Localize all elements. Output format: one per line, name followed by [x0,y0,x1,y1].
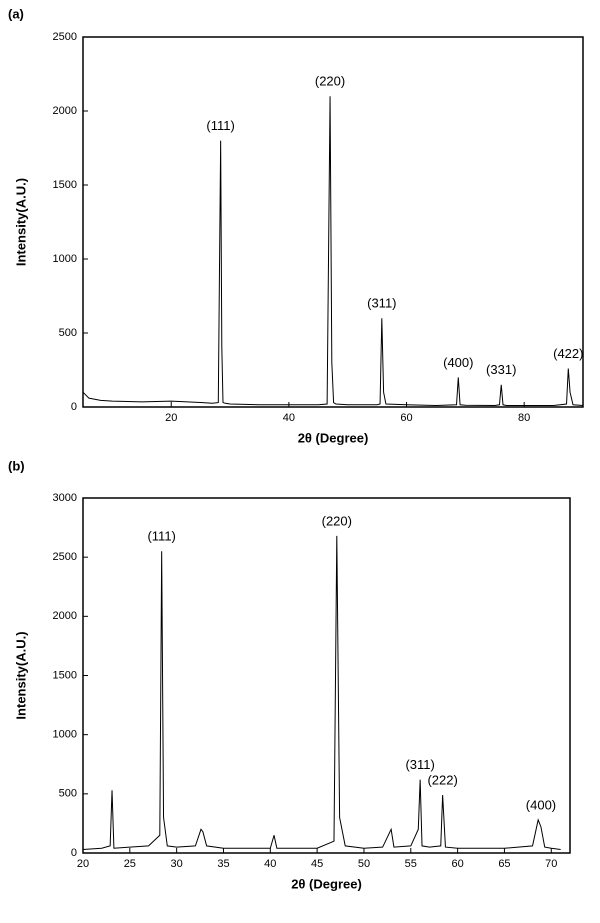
peak-label: (422) [553,346,583,361]
peak-label: (222) [427,772,457,787]
x-tick-label: 20 [165,412,177,424]
x-tick-label: 35 [217,858,229,870]
y-tick-label: 1000 [53,253,77,265]
panel-label: (a) [8,6,24,21]
x-tick-label: 70 [545,858,557,870]
y-tick-label: 2000 [53,105,77,117]
x-tick-label: 55 [405,858,417,870]
x-tick-label: 20 [77,858,89,870]
peak-label: (111) [147,529,175,544]
y-tick-label: 500 [59,327,77,339]
y-tick-label: 0 [71,847,77,859]
panel-label: (b) [8,458,25,473]
x-tick-label: 60 [451,858,463,870]
data-line [82,96,584,407]
x-tick-label: 30 [171,858,183,870]
peak-label: (400) [443,355,473,370]
x-tick-label: 50 [358,858,370,870]
y-tick-label: 2500 [53,551,77,563]
x-axis-title: 2θ (Degree) [298,430,369,445]
y-tick-label: 1500 [53,179,77,191]
peak-label: (220) [315,74,345,89]
y-axis-title: Intensity(A.U.) [13,178,28,266]
x-tick-label: 80 [518,412,530,424]
peak-label: (311) [367,296,396,311]
x-tick-label: 65 [498,858,510,870]
peak-label: (400) [526,797,556,812]
y-tick-label: 0 [71,401,77,413]
y-tick-label: 1500 [53,669,77,681]
y-axis-title: Intensity(A.U.) [13,631,28,719]
peak-label: (111) [206,118,234,133]
y-tick-label: 500 [59,788,77,800]
x-tick-label: 25 [124,858,136,870]
x-tick-label: 60 [400,412,412,424]
y-tick-label: 1000 [53,729,77,741]
y-tick-label: 2500 [53,31,77,43]
x-tick-label: 45 [311,858,323,870]
plot-frame [82,36,584,408]
peak-label: (220) [322,513,352,528]
x-tick-label: 40 [264,858,276,870]
x-tick-label: 40 [283,412,295,424]
y-tick-label: 2000 [53,610,77,622]
data-line [82,535,561,850]
y-tick-label: 3000 [53,492,77,504]
plot-frame [82,497,571,854]
x-axis-title: 2θ (Degree) [291,876,362,891]
peak-label: (311) [405,757,434,772]
peak-label: (331) [486,362,516,377]
